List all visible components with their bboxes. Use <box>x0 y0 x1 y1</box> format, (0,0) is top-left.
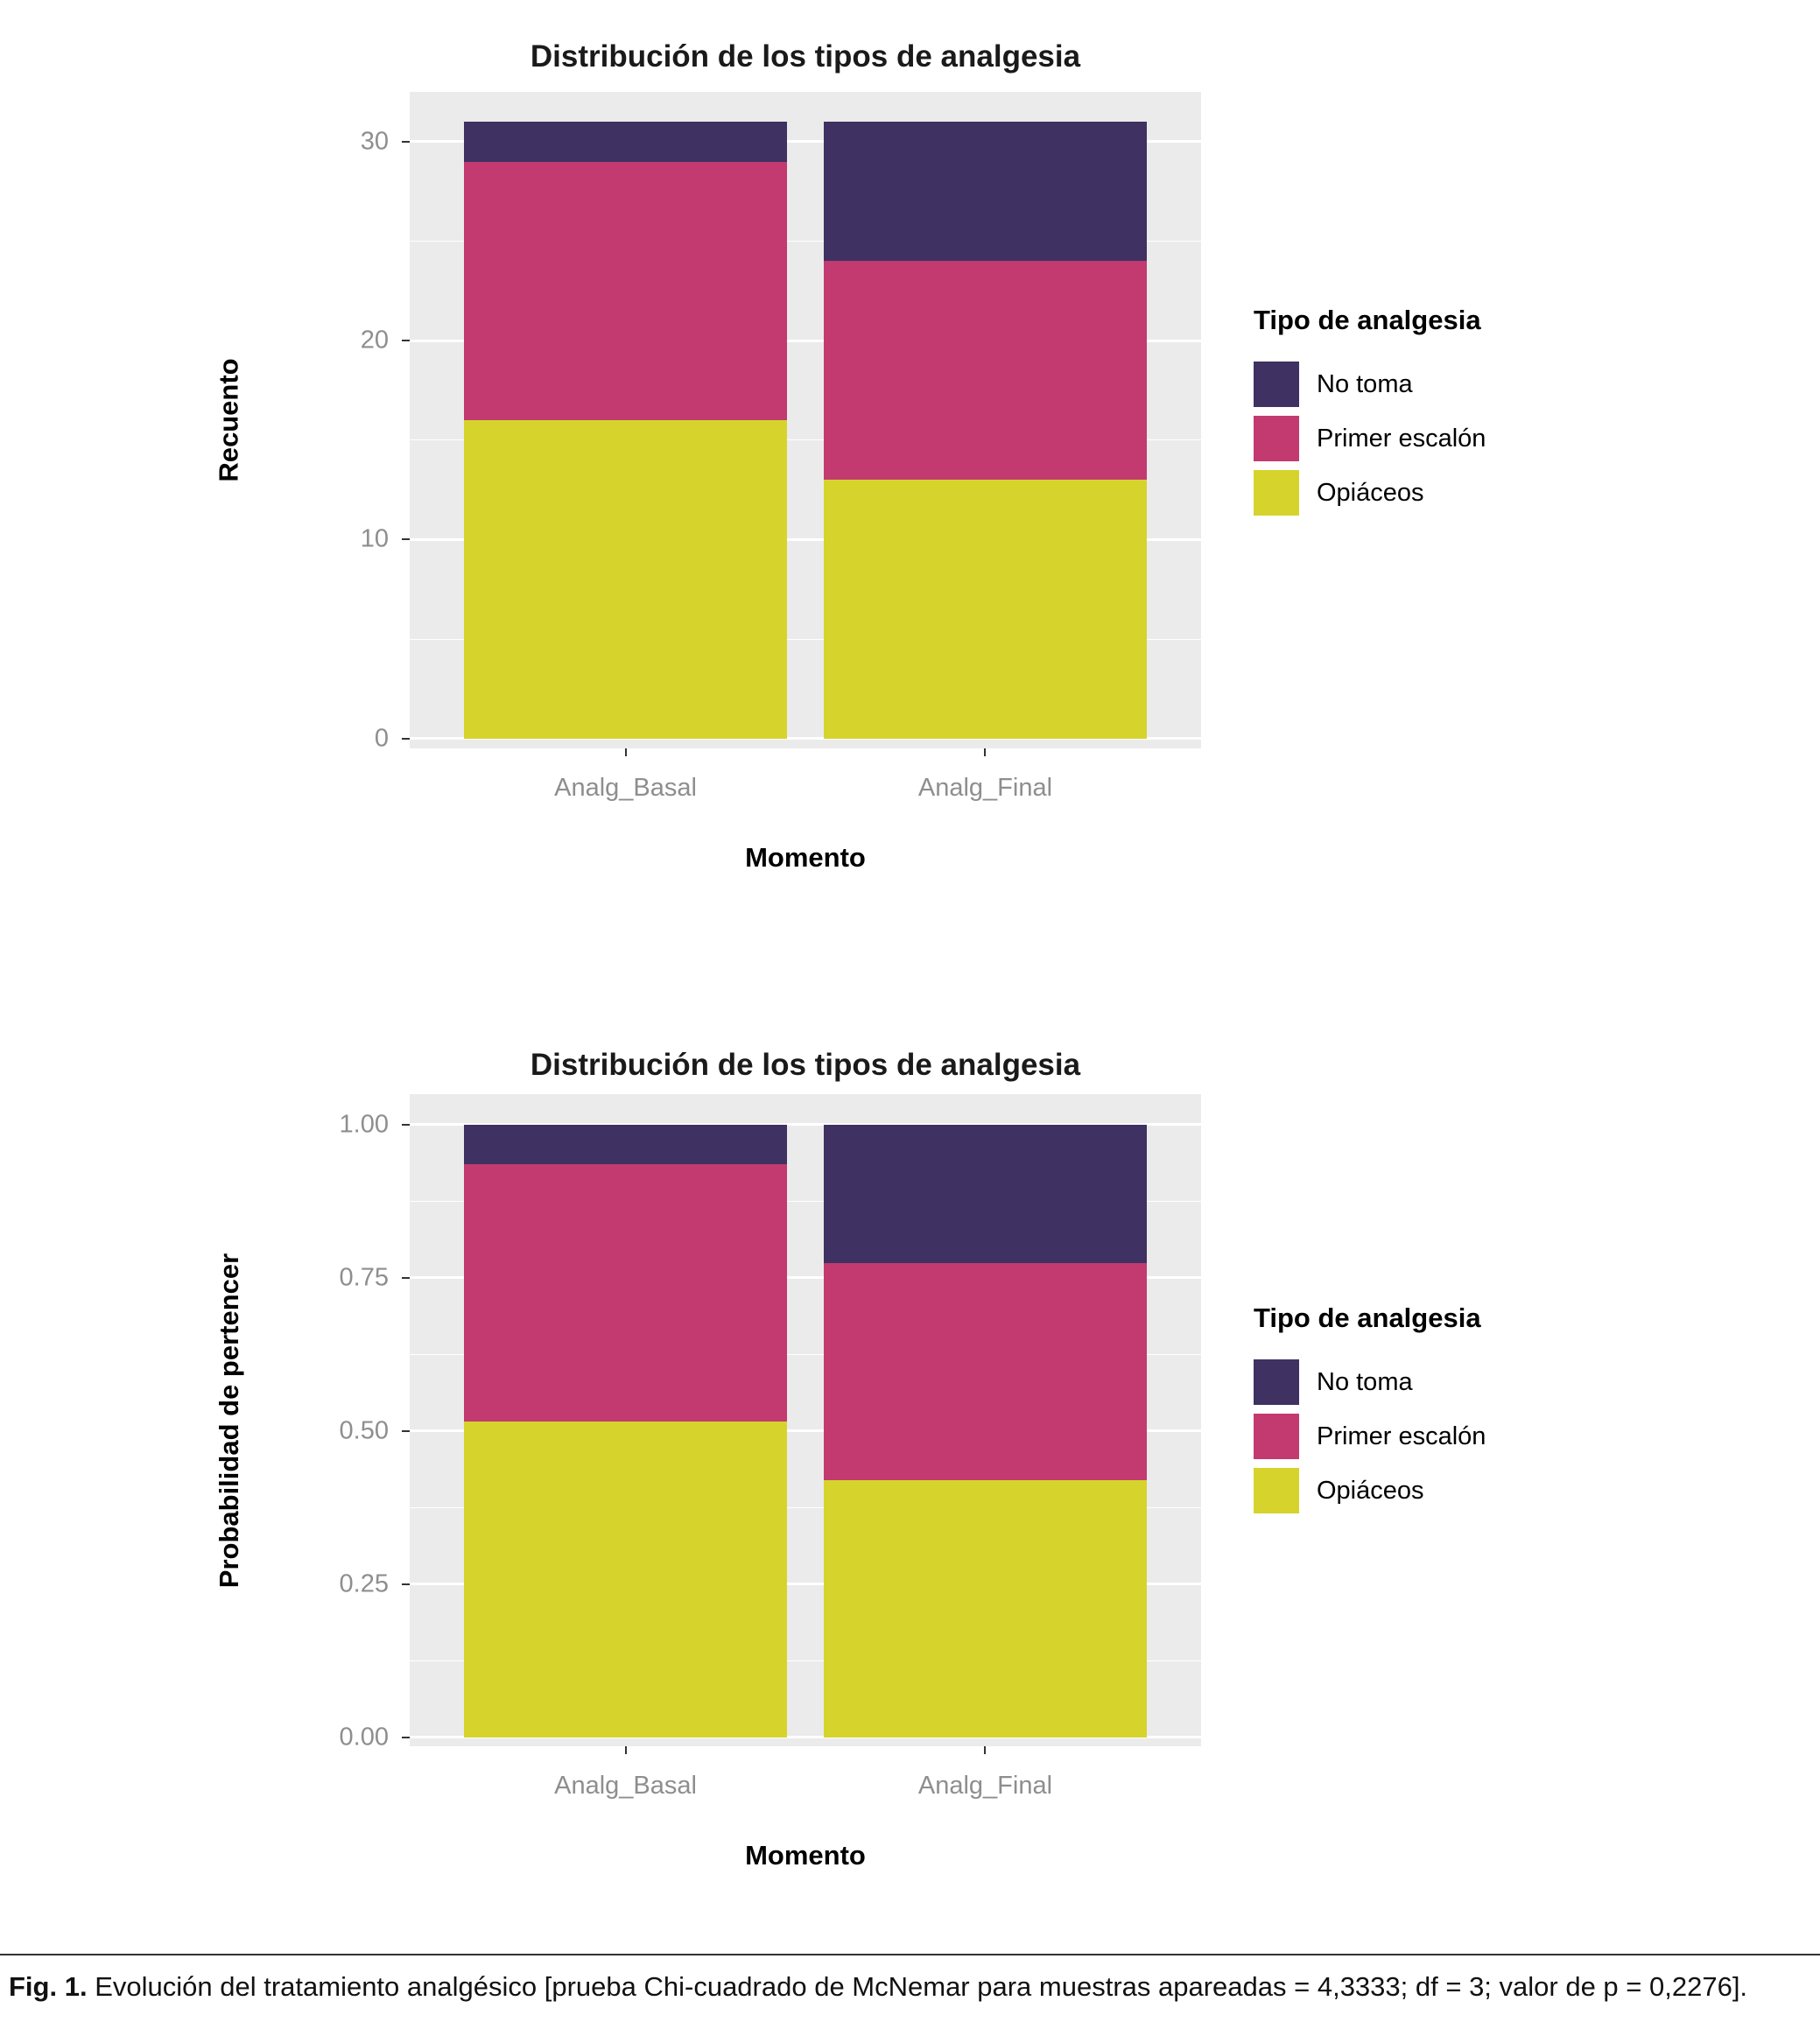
y-tick-label: 0.50 <box>339 1416 389 1445</box>
legend-swatch-primer_escalon <box>1254 1414 1299 1459</box>
gridline-minor <box>410 439 1201 441</box>
gridline-minor <box>410 1660 1201 1661</box>
gridline-major <box>410 737 1201 741</box>
legend-item: Primer escalón <box>1254 415 1814 462</box>
legend-swatch-opiaceos <box>1254 470 1299 516</box>
y-tick-label: 30 <box>360 127 389 156</box>
y-tick-label: 20 <box>360 326 389 355</box>
legend-item: No toma <box>1254 361 1814 408</box>
legend-label: Opiáceos <box>1317 1476 1424 1505</box>
gridline-major <box>410 1583 1201 1586</box>
gridline-minor <box>410 1353 1201 1355</box>
chart-title: Distribución de los tipos de analgesia <box>530 39 1081 74</box>
gridline-minor <box>410 638 1201 640</box>
legend-item: Opiáceos <box>1254 1467 1814 1514</box>
bar-segment-primer_escalon <box>463 1164 788 1422</box>
y-tick-label: 0.25 <box>339 1569 389 1598</box>
gridline-major <box>410 339 1201 342</box>
gridline-minor <box>410 240 1201 242</box>
bar-segment-opiaceos <box>463 420 788 739</box>
legend-swatch-no_toma <box>1254 362 1299 407</box>
y-axis: 0 10 20 30 <box>278 92 410 753</box>
gridline-major <box>410 537 1201 541</box>
plot-panel <box>410 1094 1201 1746</box>
x-tick-label: Analg_Basal <box>554 774 697 802</box>
legend-item: Primer escalón <box>1254 1413 1814 1460</box>
caption-label: Fig. 1. <box>9 1971 88 2002</box>
y-axis-title-text: Recuento <box>214 358 244 482</box>
legend-swatch-no_toma <box>1254 1359 1299 1405</box>
figure-caption: Fig. 1. Evolución del tratamiento analgé… <box>9 1969 1810 2004</box>
legend-title: Tipo de analgesia <box>1254 1302 1481 1333</box>
x-axis-labels: Analg_Basal Analg_Final <box>410 1772 1201 1807</box>
x-tick-mark <box>624 1746 627 1754</box>
bar-segment-opiaceos <box>823 1480 1148 1738</box>
legend-item: Opiáceos <box>1254 469 1814 516</box>
x-axis-labels: Analg_Basal Analg_Final <box>410 774 1201 809</box>
y-axis-title: Recuento <box>207 92 252 748</box>
legend: Tipo de analgesia No toma Primer escalón O… <box>1254 305 1814 523</box>
y-tick-mark <box>402 538 410 541</box>
legend-label: No toma <box>1317 369 1413 398</box>
gridline-major <box>410 1429 1201 1433</box>
gridline-major <box>410 1736 1201 1739</box>
y-tick-label: 0.75 <box>339 1263 389 1292</box>
caption-rule <box>0 1954 1820 1955</box>
gridline-major <box>410 1276 1201 1280</box>
gridline-minor <box>410 1506 1201 1508</box>
y-tick-mark <box>402 1276 410 1279</box>
chart-title: Distribución de los tipos de analgesia <box>530 1048 1081 1083</box>
y-tick-label: 0 <box>374 724 389 753</box>
legend: Tipo de analgesia No toma Primer escalón O… <box>1254 1302 1814 1521</box>
legend-swatch-primer_escalon <box>1254 416 1299 461</box>
gridline-major <box>410 1123 1201 1127</box>
y-tick-mark <box>402 737 410 740</box>
caption-text: Evolución del tratamiento analgésico [pr… <box>95 1971 1748 2002</box>
legend-swatch-opiaceos <box>1254 1468 1299 1513</box>
x-tick-label: Analg_Final <box>917 1772 1053 1800</box>
y-tick-mark <box>402 340 410 342</box>
x-axis <box>410 1746 1201 1757</box>
bar-segment-primer_escalon <box>823 261 1148 481</box>
legend-label: No toma <box>1317 1367 1413 1396</box>
legend-label: Primer escalón <box>1317 424 1486 453</box>
bar-segment-no_toma <box>463 122 788 162</box>
legend-items: No toma Primer escalón Opiáceos <box>1254 1358 1814 1514</box>
gridline-major <box>410 140 1201 144</box>
x-axis-title: Momento <box>745 842 866 873</box>
y-tick-label: 0.00 <box>339 1723 389 1752</box>
y-tick-mark <box>402 140 410 143</box>
legend-label: Primer escalón <box>1317 1422 1486 1450</box>
y-tick-mark <box>402 1429 410 1432</box>
x-tick-label: Analg_Final <box>917 774 1053 802</box>
bar-segment-opiaceos <box>463 1421 788 1738</box>
bar-segment-opiaceos <box>823 480 1148 739</box>
plot-panel <box>410 92 1201 748</box>
x-tick-mark <box>984 1746 987 1754</box>
x-tick-label: Analg_Basal <box>554 1772 697 1800</box>
bar-segment-no_toma <box>823 122 1148 262</box>
y-axis: 0.00 0.25 0.50 0.75 1.00 <box>278 1094 410 1750</box>
bar-segment-primer_escalon <box>463 161 788 420</box>
y-tick-mark <box>402 1736 410 1738</box>
bar-segment-primer_escalon <box>823 1263 1148 1481</box>
bar-segment-no_toma <box>823 1124 1148 1264</box>
y-tick-mark <box>402 1583 410 1585</box>
y-tick-label: 10 <box>360 524 389 553</box>
y-axis-title-text: Probabilidad de pertencer <box>214 1253 244 1588</box>
legend-items: No toma Primer escalón Opiáceos <box>1254 361 1814 516</box>
x-tick-mark <box>984 748 987 756</box>
legend-item: No toma <box>1254 1358 1814 1406</box>
x-tick-mark <box>624 748 627 756</box>
x-axis <box>410 748 1201 759</box>
y-tick-mark <box>402 1123 410 1126</box>
gridline-minor <box>410 1200 1201 1202</box>
legend-title: Tipo de analgesia <box>1254 305 1481 335</box>
legend-label: Opiáceos <box>1317 478 1424 507</box>
x-axis-title: Momento <box>745 1840 866 1871</box>
bar-segment-no_toma <box>463 1124 788 1165</box>
y-tick-label: 1.00 <box>339 1110 389 1139</box>
y-axis-title: Probabilidad de pertencer <box>207 1094 252 1746</box>
